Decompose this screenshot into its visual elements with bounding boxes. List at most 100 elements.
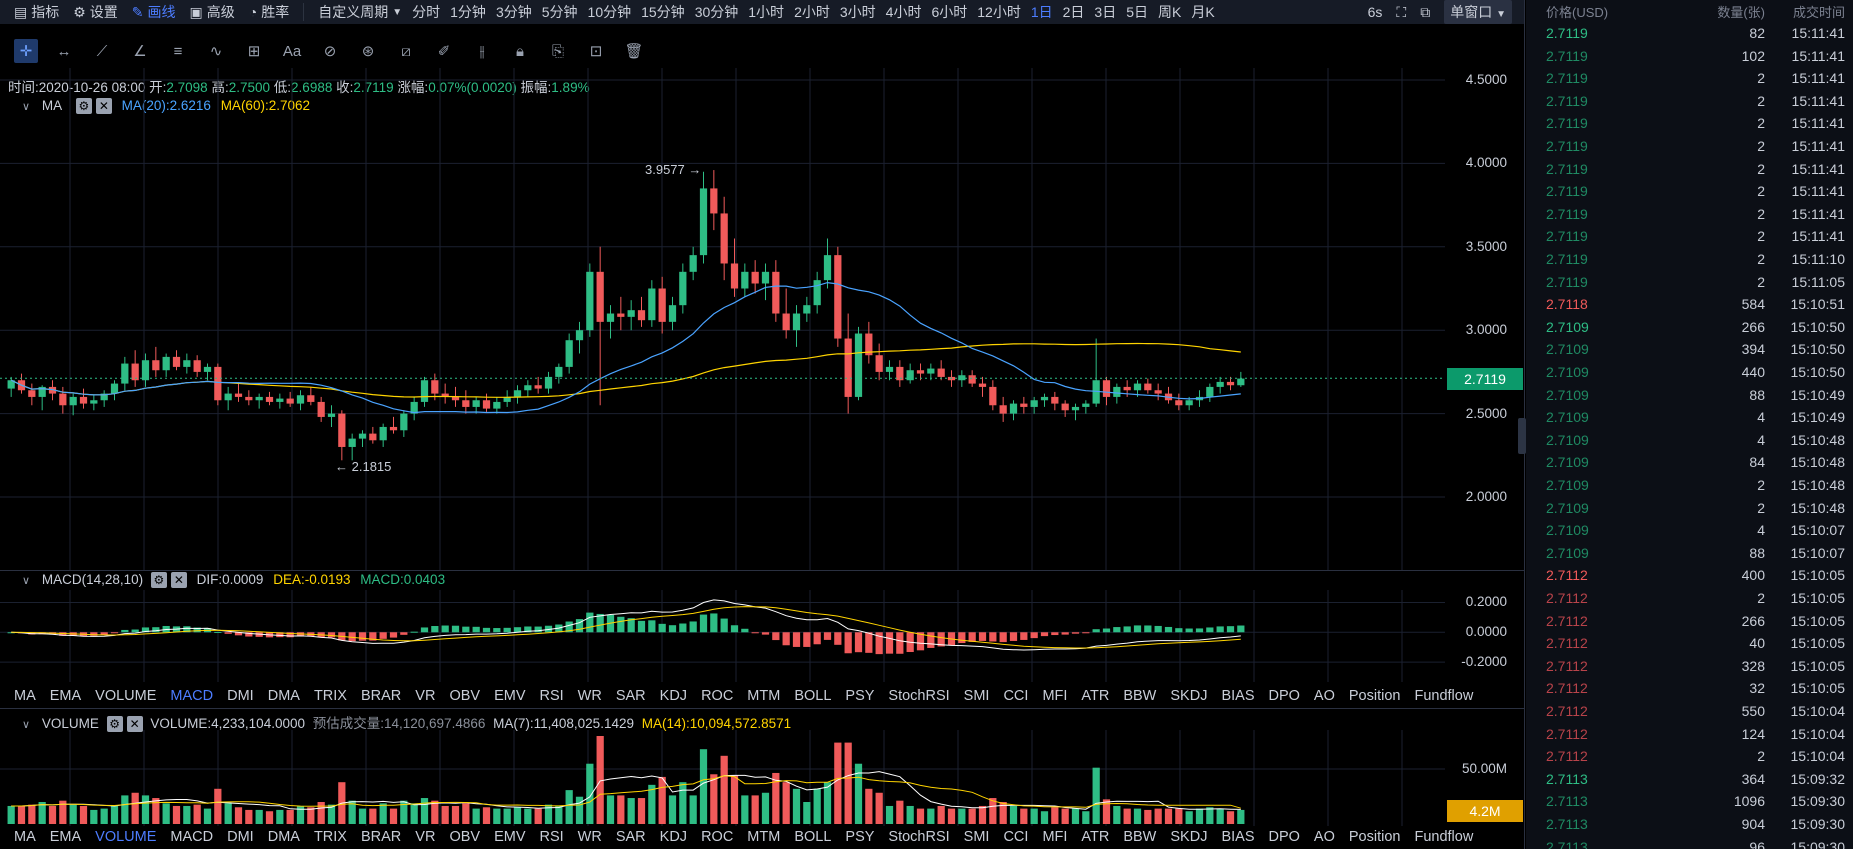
indicator-tab-bbw[interactable]: BBW [1123, 829, 1157, 845]
collapse-chevron-icon[interactable]: ∨ [22, 719, 31, 731]
indicator-tab-fundflow[interactable]: Fundflow [1414, 829, 1474, 845]
horizontal-line-icon[interactable]: ↔ [56, 42, 72, 60]
collapse-chevron-icon[interactable]: ∨ [22, 101, 31, 113]
indicator-tab-psy[interactable]: PSY [845, 688, 875, 704]
indicator-tab-macd[interactable]: MACD [170, 688, 214, 704]
indicator-tab-boll[interactable]: BOLL [794, 829, 832, 845]
timeframe-17[interactable]: 周K [1158, 4, 1182, 20]
indicator-tab-brar[interactable]: BRAR [360, 829, 402, 845]
indicator-tab-rsi[interactable]: RSI [539, 829, 564, 845]
settings-button[interactable]: ⚙ 设置 [73, 2, 118, 22]
pattern-icon[interactable]: ⊛ [361, 43, 375, 60]
indicator-tab-trix[interactable]: TRIX [313, 829, 347, 845]
indicator-tab-emv[interactable]: EMV [494, 829, 526, 845]
indicator-tab-mfi[interactable]: MFI [1042, 688, 1068, 704]
indicator-tab-roc[interactable]: ROC [701, 829, 734, 845]
lock-icon[interactable]: 🔒︎ [516, 42, 524, 60]
indicator-tab-smi[interactable]: SMI [963, 688, 990, 704]
timeframe-10[interactable]: 4小时 [885, 4, 922, 20]
indicator-tab-volume[interactable]: VOLUME [95, 688, 157, 704]
timeframe-4[interactable]: 10分钟 [587, 4, 632, 20]
indicator-tab-dmi[interactable]: DMI [227, 688, 254, 704]
indicator-tab-trix[interactable]: TRIX [313, 688, 347, 704]
indicator-tab-volume[interactable]: VOLUME [95, 829, 157, 845]
collapse-handle[interactable] [1518, 418, 1526, 454]
text-icon[interactable]: Aa [282, 42, 302, 60]
timeframe-15[interactable]: 3日 [1094, 4, 1117, 20]
timeframe-16[interactable]: 5日 [1126, 4, 1149, 20]
indicator-tab-mtm[interactable]: MTM [747, 829, 781, 845]
indicator-tab-dma[interactable]: DMA [267, 688, 300, 704]
timeframe-14[interactable]: 2日 [1062, 4, 1085, 20]
screenshot-icon[interactable]: ⊡ [589, 43, 603, 60]
timeframe-5[interactable]: 15分钟 [641, 4, 685, 20]
timeframe-13[interactable]: 1日 [1030, 4, 1053, 20]
macd-settings-icon[interactable]: ⚙ [150, 572, 167, 589]
popout-icon[interactable]: ⧉ [1420, 3, 1431, 20]
indicator-tab-obv[interactable]: OBV [449, 688, 481, 704]
timeframe-1[interactable]: 1分钟 [450, 4, 486, 20]
angle-icon[interactable]: ∠ [133, 43, 147, 60]
timeframe-12[interactable]: 12小时 [977, 4, 1021, 20]
volume-close-icon[interactable]: ✕ [126, 716, 143, 733]
ma-settings-icon[interactable]: ⚙ [75, 98, 92, 115]
indicator-tab-skdj[interactable]: SKDJ [1170, 829, 1208, 845]
indicator-tab-bbw[interactable]: BBW [1123, 688, 1157, 704]
parallel-lines-icon[interactable]: ≡ [173, 42, 183, 60]
indicator-tab-rsi[interactable]: RSI [539, 688, 564, 704]
timeframe-2[interactable]: 3分钟 [495, 4, 532, 20]
brush-icon[interactable]: ✐ [437, 43, 451, 60]
indicator-tab-mfi[interactable]: MFI [1042, 829, 1068, 845]
indicator-tab-obv[interactable]: OBV [449, 829, 481, 845]
volume-chart[interactable] [0, 730, 1524, 826]
indicator-tab-bias[interactable]: BIAS [1221, 829, 1255, 845]
indicator-tab-position[interactable]: Position [1348, 829, 1401, 845]
advanced-button[interactable]: ▣ 高级 [190, 2, 235, 22]
timeframe-8[interactable]: 2小时 [794, 4, 830, 20]
indicator-tab-wr[interactable]: WR [577, 829, 602, 845]
indicator-tab-ao[interactable]: AO [1313, 688, 1335, 704]
indicator-tab-macd[interactable]: MACD [170, 829, 214, 845]
indicator-tab-kdj[interactable]: KDJ [659, 688, 688, 704]
custom-period-dropdown[interactable]: 自定义周期 ▼ [318, 2, 402, 22]
timeframe-9[interactable]: 3小时 [839, 4, 876, 20]
volume-settings-icon[interactable]: ⚙ [106, 716, 123, 733]
indicator-tab-position[interactable]: Position [1348, 688, 1401, 704]
indicator-tab-wr[interactable]: WR [577, 688, 602, 704]
indicator-tab-ma[interactable]: MA [14, 688, 36, 704]
indicator-tab-sar[interactable]: SAR [615, 829, 646, 845]
crosshair-icon[interactable]: ✛ [14, 39, 38, 63]
price-chart[interactable] [0, 68, 1524, 570]
winrate-button[interactable]: ◔ 胜率 [249, 2, 289, 22]
indicator-tab-bias[interactable]: BIAS [1221, 688, 1255, 704]
indicator-tab-emv[interactable]: EMV [494, 688, 526, 704]
indicator-tab-dma[interactable]: DMA [267, 829, 300, 845]
indicator-tab-stochrsi[interactable]: StochRSI [888, 688, 950, 704]
indicator-tab-skdj[interactable]: SKDJ [1170, 688, 1208, 704]
collapse-chevron-icon[interactable]: ∨ [22, 575, 31, 587]
indicator-tab-kdj[interactable]: KDJ [659, 829, 688, 845]
ma-close-icon[interactable]: ✕ [95, 98, 112, 115]
drawing-button[interactable]: ✎ 画线 [132, 2, 176, 22]
copy-icon[interactable]: ⎘ [551, 42, 564, 60]
timeframe-3[interactable]: 5分钟 [541, 4, 578, 20]
indicator-tab-psy[interactable]: PSY [845, 829, 875, 845]
indicator-tab-ema[interactable]: EMA [49, 688, 82, 704]
indicator-tab-fundflow[interactable]: Fundflow [1414, 688, 1474, 704]
timeframe-7[interactable]: 1小时 [748, 4, 785, 20]
indicator-tab-dpo[interactable]: DPO [1268, 688, 1300, 704]
indicator-tab-atr[interactable]: ATR [1081, 829, 1110, 845]
grid-icon[interactable]: ⊞ [247, 43, 261, 60]
indicator-tab-boll[interactable]: BOLL [794, 688, 832, 704]
ruler-icon[interactable]: ⧄ [401, 42, 411, 60]
refresh-interval[interactable]: 6s [1367, 4, 1383, 20]
indicator-tab-dmi[interactable]: DMI [227, 829, 254, 845]
timeframe-0[interactable]: 分时 [412, 4, 441, 20]
indicator-tab-dpo[interactable]: DPO [1268, 829, 1300, 845]
indicator-tab-atr[interactable]: ATR [1081, 688, 1110, 704]
timeframe-6[interactable]: 30分钟 [694, 4, 739, 20]
window-mode-dropdown[interactable]: 单窗口 ▼ [1444, 0, 1512, 24]
indicator-tab-stochrsi[interactable]: StochRSI [888, 829, 950, 845]
measure-icon[interactable]: ⫲ [479, 42, 485, 60]
indicator-tab-brar[interactable]: BRAR [360, 688, 402, 704]
